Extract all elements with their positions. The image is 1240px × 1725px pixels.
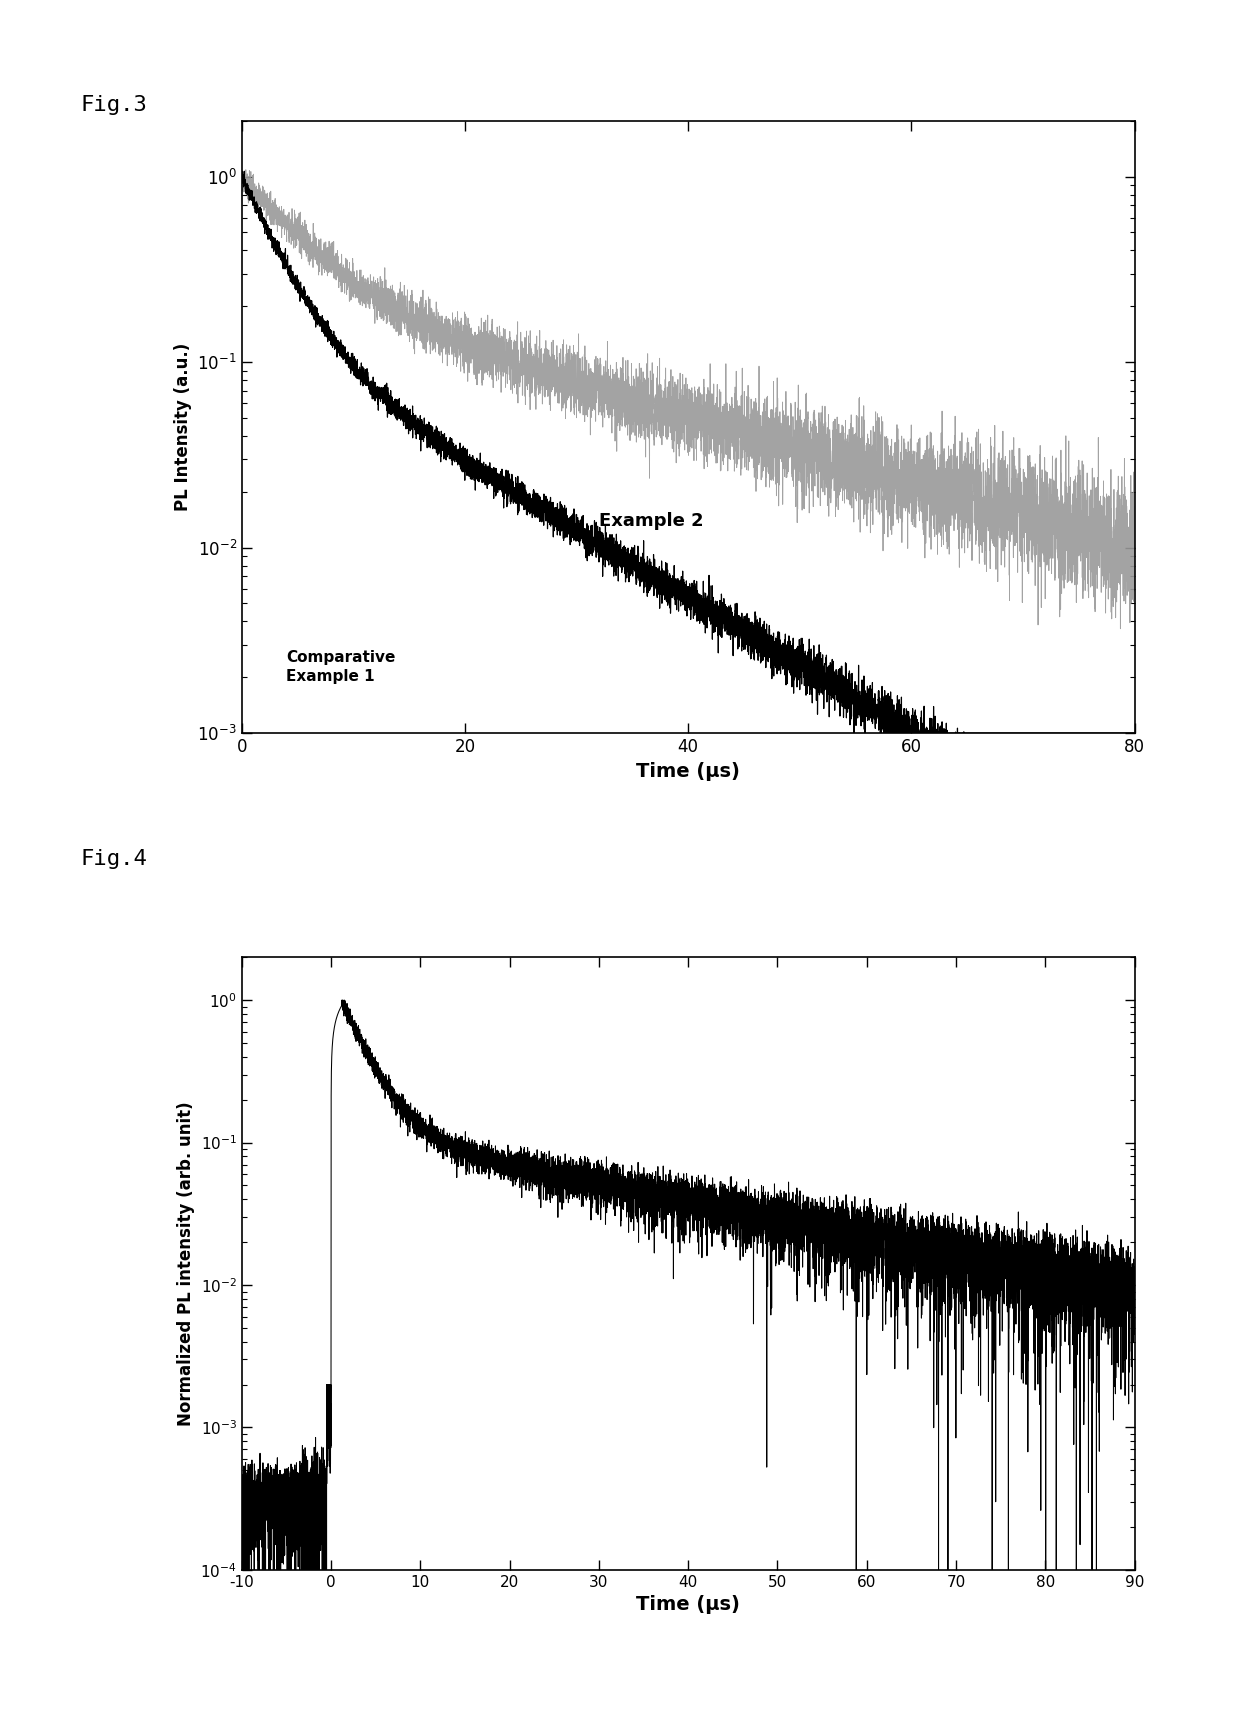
Text: Comparative
Example 1: Comparative Example 1 — [286, 650, 396, 683]
X-axis label: Time (μs): Time (μs) — [636, 1596, 740, 1615]
Text: Example 2: Example 2 — [599, 512, 703, 531]
Text: Fig.3: Fig.3 — [81, 95, 148, 116]
Text: Fig.4: Fig.4 — [81, 849, 148, 869]
X-axis label: Time (μs): Time (μs) — [636, 761, 740, 780]
Y-axis label: PL Intensity (a.u.): PL Intensity (a.u.) — [174, 343, 192, 511]
Y-axis label: Normalized PL intensity (arb. unit): Normalized PL intensity (arb. unit) — [177, 1101, 195, 1427]
